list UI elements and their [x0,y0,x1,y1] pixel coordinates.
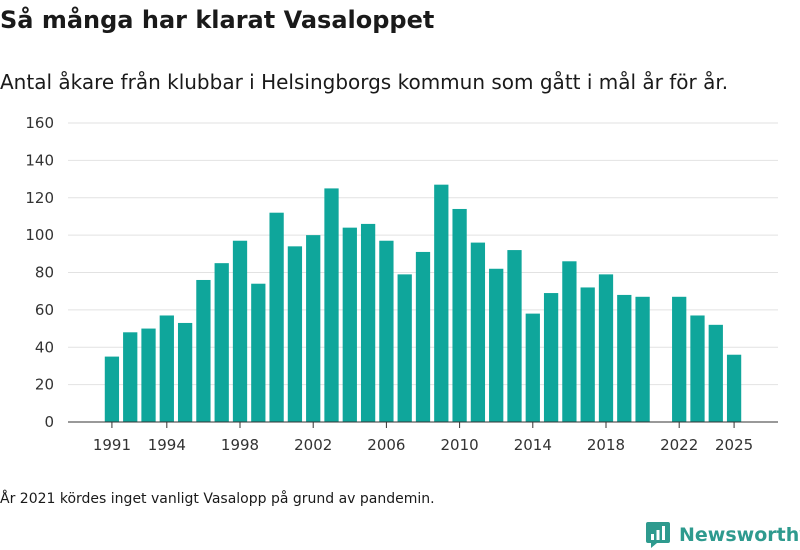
y-tick-label: 40 [35,338,54,356]
bar [141,328,156,422]
chart-title: Så många har klarat Vasaloppet [0,6,435,34]
bar [287,246,303,422]
y-tick-label: 20 [35,376,54,394]
y-tick-label: 160 [25,114,54,132]
brand-logo: Newsworthy [645,520,800,550]
bar [324,188,339,422]
y-tick-label: 0 [44,413,54,431]
x-tick-label: 1991 [93,436,131,454]
bar [123,332,138,422]
y-axis: 0 20 40 60 80 100 120 140 160 [25,114,54,431]
chart-subtitle: Antal åkare från klubbar i Helsingborgs … [0,70,729,94]
bar [415,251,431,422]
x-tick-label: 2022 [660,436,698,454]
bar [452,208,467,422]
bar [580,287,595,422]
bar [251,283,266,422]
y-tick-label: 140 [25,151,54,169]
x-tick-label: 2014 [514,436,552,454]
bar [379,240,394,422]
bar [159,315,174,422]
bar [214,263,229,422]
x-tick-label: 2018 [587,436,625,454]
bar [690,315,705,422]
bar [708,324,723,422]
bar [360,223,376,422]
bar [635,296,650,422]
brand-name: Newsworthy [679,524,800,546]
bar [543,293,559,422]
x-axis: 1991 1994 1998 2002 2006 2010 2014 2018 2022 2025 [68,421,778,454]
x-tick-label: 2010 [441,436,479,454]
bar [104,356,120,422]
bar [177,322,193,422]
y-tick-label: 80 [35,264,54,282]
x-tick-label: 1994 [148,436,186,454]
bar [269,212,284,422]
bar [525,313,540,422]
bar [232,240,248,422]
bar [489,268,504,422]
bar [562,261,577,422]
footnote: År 2021 kördes inget vanligt Vasalopp på… [0,491,435,507]
bar [196,279,211,422]
newsworthy-logo-icon [646,522,670,548]
bar [470,242,486,422]
x-tick-label: 2006 [367,436,405,454]
bar-series [104,184,742,422]
bar [507,250,522,422]
bar [434,184,449,422]
y-tick-label: 100 [25,226,54,244]
bar [726,354,742,422]
x-tick-label: 2025 [715,436,753,454]
x-tick-label: 2002 [294,436,332,454]
bar [598,274,614,422]
bar [617,294,632,422]
bar [306,235,321,422]
x-tick-label: 1998 [221,436,259,454]
y-tick-label: 120 [25,189,54,207]
bar [397,274,412,422]
bar [672,296,687,422]
bar [342,227,357,422]
y-tick-label: 60 [35,301,54,319]
